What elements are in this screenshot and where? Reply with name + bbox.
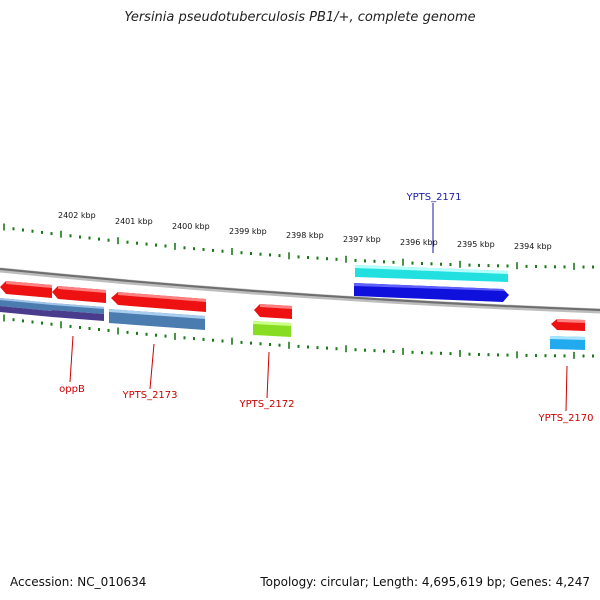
feature-steel-2	[52, 303, 104, 321]
gene-ypts-2173-arrow[interactable]	[111, 292, 206, 312]
upper-tick-track	[3, 223, 594, 270]
kbp-label: 2398 kbp	[286, 231, 324, 240]
gene-label-oppb[interactable]: oppB	[59, 384, 85, 395]
gene-label-ypts-2170[interactable]: YPTS_2170	[537, 413, 593, 424]
kbp-label: 2397 kbp	[343, 235, 381, 244]
gene-red-arrow-1[interactable]	[0, 281, 52, 298]
kbp-label: 2399 kbp	[229, 227, 267, 236]
gene-oppb-arrow[interactable]	[52, 286, 106, 303]
feature-steel-3	[109, 309, 205, 330]
gene-ypts-2172-arrow[interactable]	[254, 304, 292, 319]
kbp-label: 2394 kbp	[514, 242, 552, 251]
kbp-label: 2402 kbp	[58, 211, 96, 220]
gene-ypts-2170-arrow[interactable]	[551, 319, 585, 331]
kbp-label: 2395 kbp	[457, 240, 495, 249]
feature-sky	[550, 336, 585, 350]
leader-line	[266, 351, 270, 399]
lower-tick-track	[3, 314, 594, 359]
gene-ypts-2171-cyan[interactable]	[355, 265, 508, 282]
feature-green	[253, 321, 291, 337]
gene-label-ypts-2172[interactable]: YPTS_2172	[238, 399, 294, 410]
gene-ypts-2171-blue[interactable]	[354, 283, 509, 302]
feature-steel-1	[0, 298, 52, 317]
kbp-label: 2401 kbp	[115, 217, 153, 226]
leader-line	[565, 365, 568, 412]
genome-backbone-line	[0, 268, 600, 311]
kbp-label: 2396 kbp	[400, 238, 438, 247]
kbp-labels: 2402 kbp 2401 kbp 2400 kbp 2399 kbp 2398…	[58, 211, 552, 251]
gene-label-ypts-2171[interactable]: YPTS_2171	[405, 192, 461, 203]
leader-line	[149, 343, 155, 390]
leader-line	[69, 335, 74, 383]
gene-label-ypts-2173[interactable]: YPTS_2173	[121, 390, 177, 401]
topology-text: Topology: circular; Length: 4,695,619 bp…	[260, 575, 590, 589]
kbp-label: 2400 kbp	[172, 222, 210, 231]
map-title: Yersinia pseudotuberculosis PB1/+, compl…	[124, 10, 476, 25]
accession-text: Accession: NC_010634	[10, 575, 147, 589]
